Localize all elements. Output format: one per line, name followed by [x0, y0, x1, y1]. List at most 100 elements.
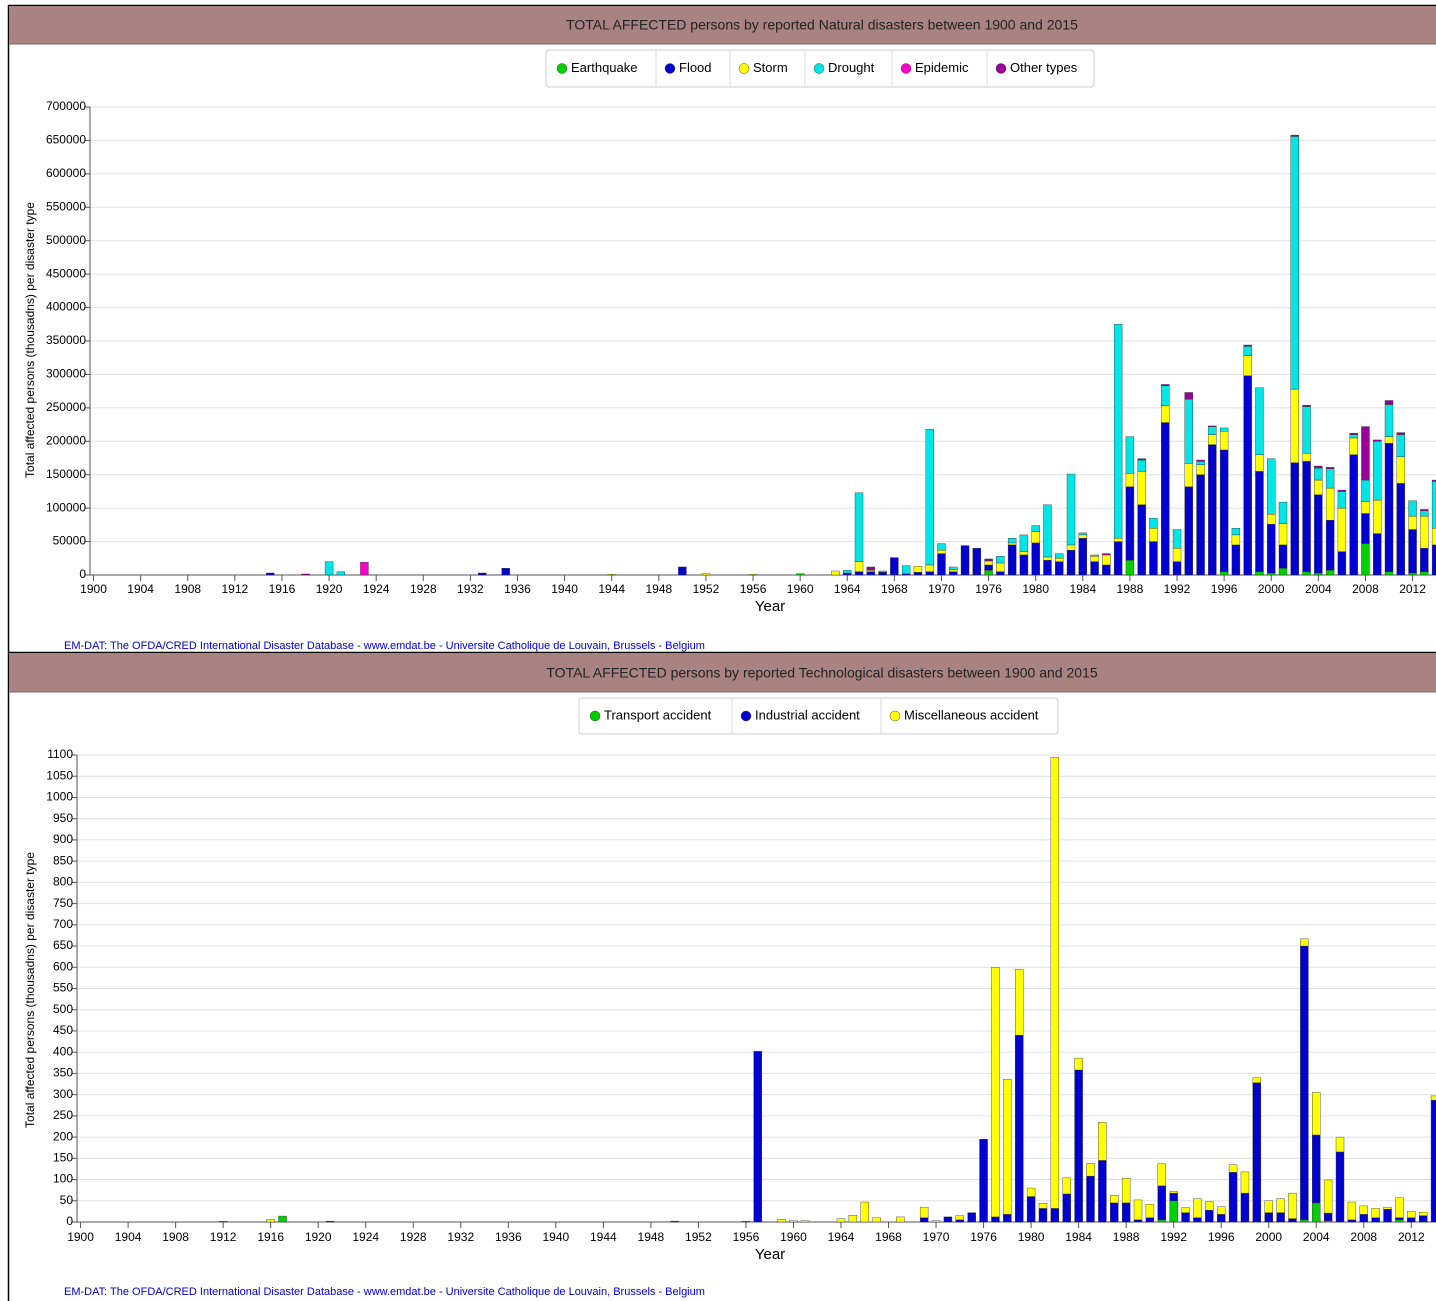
bar-segment — [1407, 1217, 1416, 1223]
y-tick-label: 350000 — [46, 333, 86, 347]
x-tick-label: 1968 — [881, 582, 908, 596]
bar-segment — [1231, 528, 1241, 536]
bar-segment — [854, 492, 864, 562]
bar-segment — [1161, 422, 1170, 576]
y-tick-label: 800 — [53, 875, 73, 889]
bar-segment — [1373, 441, 1382, 501]
bar-segment — [1300, 1219, 1309, 1223]
bar-segment — [1102, 564, 1111, 576]
bar-segment — [1384, 400, 1394, 405]
x-tick-label: 1952 — [685, 1230, 712, 1244]
bar-segment — [943, 1216, 953, 1223]
y-tick-label: 400 — [53, 1044, 73, 1058]
y-tick-label: 450000 — [46, 266, 86, 280]
bar-segment — [1157, 1163, 1166, 1187]
x-tick-label: 1948 — [645, 582, 672, 596]
bar-segment — [795, 573, 805, 576]
bar-segment — [1420, 510, 1429, 517]
x-tick-label: 1952 — [693, 582, 720, 596]
bar-segment — [1086, 1175, 1095, 1223]
bar-segment — [1121, 1178, 1131, 1204]
bar-segment — [955, 1219, 964, 1223]
bar-segment — [890, 557, 899, 576]
bar-segment — [1337, 507, 1347, 552]
bar-segment — [1300, 945, 1309, 1221]
bar-segment — [1430, 1095, 1436, 1101]
bar-segment — [1113, 324, 1123, 539]
bar-segment — [1078, 532, 1088, 536]
bar-segment — [1408, 529, 1417, 574]
bar-segment — [1169, 1192, 1178, 1201]
bar-segment — [1302, 406, 1311, 454]
y-tick-label: 0 — [66, 1214, 73, 1228]
legend-label: Miscellaneous accident — [904, 707, 1039, 722]
bar-segment — [1395, 1197, 1404, 1218]
bar-segment — [848, 1215, 858, 1223]
y-tick-label: 650000 — [46, 133, 86, 147]
bar-segment — [831, 570, 840, 576]
bar-segment — [1231, 534, 1241, 546]
bar-segment — [937, 553, 946, 576]
bar-segment — [1278, 523, 1288, 546]
bar-segment — [1172, 561, 1182, 576]
bar-segment — [1252, 1082, 1262, 1223]
bar-segment — [991, 967, 1000, 1218]
bar-segment — [1371, 1208, 1380, 1218]
bar-segment — [1395, 1219, 1404, 1223]
bar-segment — [1349, 437, 1358, 455]
x-tick-label: 1988 — [1113, 1230, 1140, 1244]
bar-segment — [1062, 1193, 1071, 1223]
x-tick-label: 1992 — [1160, 1230, 1187, 1244]
x-tick-label: 1980 — [1018, 1230, 1045, 1244]
bar-segment — [1347, 1219, 1357, 1223]
bar-segment — [1323, 1212, 1333, 1221]
bar-segment — [1137, 471, 1146, 505]
bar-segment — [1205, 1201, 1214, 1211]
bar-segment — [1255, 471, 1264, 572]
y-tick-label: 100 — [53, 1172, 73, 1186]
bar-segment — [1373, 533, 1382, 576]
legend-label: Transport accident — [604, 707, 712, 722]
bar-segment — [1184, 486, 1193, 576]
y-tick-label: 150 — [53, 1150, 73, 1164]
bar-segment — [1208, 425, 1217, 427]
bar-segment — [949, 571, 958, 576]
x-tick-label: 1984 — [1065, 1230, 1092, 1244]
bar-segment — [949, 569, 958, 572]
y-tick-label: 350 — [53, 1066, 73, 1080]
bar-segment — [1208, 444, 1217, 576]
legend-swatch — [813, 63, 825, 74]
bar-segment — [324, 561, 334, 576]
bar-segment — [1074, 1069, 1083, 1223]
bar-segment — [1161, 384, 1170, 386]
bar-segment — [1384, 571, 1394, 576]
legend-box — [578, 697, 1059, 735]
y-tick-label: 550 — [53, 981, 73, 995]
x-tick-label: 1970 — [923, 1230, 950, 1244]
y-axis-title: Total affected persons (thousadns) per d… — [23, 202, 37, 478]
x-tick-label: 1928 — [400, 1230, 427, 1244]
bar-segment — [1172, 529, 1182, 549]
bar-segment — [1290, 134, 1299, 137]
bar-segment — [937, 543, 946, 551]
legend-swatch — [556, 63, 568, 74]
y-tick-label: 200000 — [46, 433, 86, 447]
x-axis-title: Year — [755, 1246, 785, 1263]
bar-segment — [843, 570, 852, 574]
x-tick-label: 1932 — [457, 582, 484, 596]
bar-segment — [1337, 489, 1347, 492]
bar-segment — [1243, 344, 1252, 347]
x-tick-label: 1924 — [363, 582, 390, 596]
bar-segment — [1090, 561, 1099, 576]
bar-segment — [1288, 1192, 1297, 1219]
bar-segment — [1172, 548, 1182, 562]
bar-segment — [1255, 571, 1264, 576]
bar-segment — [1161, 405, 1170, 423]
bar-segment — [1228, 1172, 1238, 1223]
bar-segment — [1243, 346, 1252, 356]
legend-label: Industrial accident — [755, 707, 860, 722]
bar-segment — [1361, 426, 1370, 481]
y-tick-label: 500000 — [46, 233, 86, 247]
bar-segment — [1125, 473, 1135, 487]
bar-segment — [1038, 1203, 1048, 1209]
